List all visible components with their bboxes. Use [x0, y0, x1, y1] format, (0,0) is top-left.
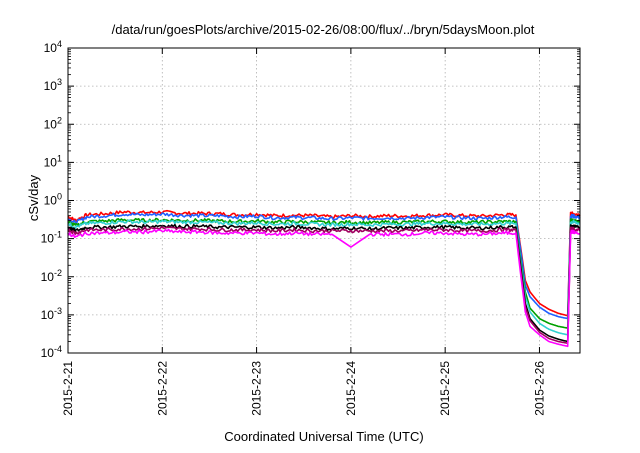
x-tick-label: 2015-2-26 [532, 361, 546, 416]
x-tick-label: 2015-2-21 [61, 361, 75, 416]
series-line [67, 219, 581, 336]
x-axis-label: Coordinated Universal Time (UTC) [224, 429, 423, 444]
y-tick-label: 10-2 [41, 268, 62, 284]
x-tick-label: 2015-2-22 [155, 361, 169, 416]
series-line [67, 226, 581, 345]
x-tick-label: 2015-2-24 [344, 361, 358, 416]
x-tick-label: 2015-2-25 [438, 361, 452, 416]
y-tick-label: 103 [44, 77, 62, 93]
chart-title: /data/run/goesPlots/archive/2015-02-26/0… [112, 22, 535, 37]
grid-layer [68, 48, 580, 353]
y-tick-label: 10-4 [41, 344, 62, 360]
plot-frame [67, 47, 581, 354]
series-line [67, 212, 581, 320]
series-line [67, 223, 581, 343]
y-tick-label: 101 [44, 153, 62, 169]
y-tick-label: 100 [44, 192, 62, 208]
y-tick-label: 102 [44, 115, 62, 131]
y-axis-label: cSv/day [26, 174, 41, 221]
y-tick-label: 104 [44, 39, 62, 55]
series-line [67, 228, 581, 348]
x-tick-label: 2015-2-23 [250, 361, 264, 416]
y-tick-label: 10-3 [41, 306, 62, 322]
axis-layer: 10-4 10-3 10-2 10-1 100 101 102 103 104 2015-2-21… [41, 39, 581, 416]
y-tick-label: 10-1 [41, 230, 62, 246]
series-layer [67, 209, 581, 348]
